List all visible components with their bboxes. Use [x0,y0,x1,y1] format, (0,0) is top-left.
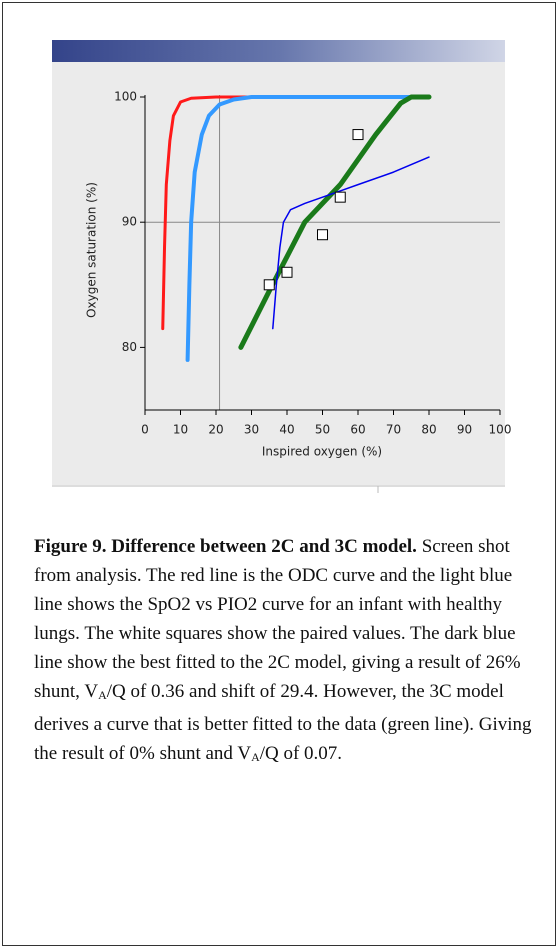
chart: Inspired oxygen (%) Oxygen saturation (%… [52,40,512,493]
series-line [238,94,432,350]
y-tick-label: 80 [122,340,137,354]
data-point [317,229,328,241]
x-tick-label: 10 [173,423,188,437]
y-tick-label: 90 [122,215,137,229]
x-tick-label: 100 [489,423,512,437]
status-strip [52,485,505,493]
data-point [334,191,346,203]
x-tick-label: 0 [141,423,149,437]
x-tick-label: 40 [279,423,294,437]
x-tick-label: 20 [208,423,223,437]
caption-title: Figure 9. Difference between 2C and 3C m… [34,536,417,557]
caption-subscript: A [98,688,107,702]
window-header [52,40,505,62]
caption: Figure 9. Difference between 2C and 3C m… [34,532,534,772]
x-tick-label: 90 [457,423,472,437]
caption-text: /Q of 0.36 and shift of 29.4. However, t… [34,681,532,764]
data-point [352,129,364,141]
data-point [263,279,275,291]
y-axis-label: Oxygen saturation (%) [85,182,99,318]
series-line [272,156,430,330]
caption-text: Screen shot from analysis. The red line … [34,536,521,702]
x-tick-label: 50 [315,423,330,437]
x-tick-label: 30 [244,423,259,437]
series-line [185,95,431,362]
series-line [161,95,431,331]
y-tick-label: 100 [114,90,137,104]
x-tick-label: 70 [386,423,401,437]
data-point [281,266,293,278]
caption-text: /Q of 0.07. [259,743,343,764]
caption-subscript: A [251,750,260,764]
x-tick-label: 60 [350,423,365,437]
x-tick-label: 80 [421,423,436,437]
x-axis-label: Inspired oxygen (%) [262,445,382,459]
